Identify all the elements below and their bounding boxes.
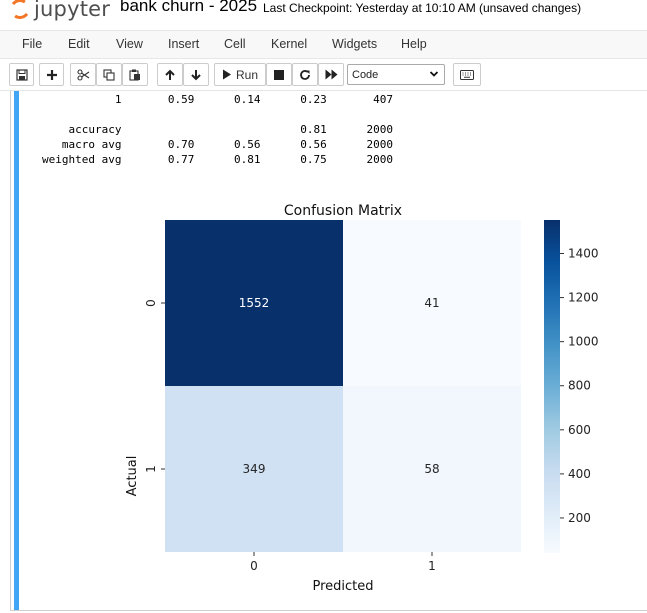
arrow-up-icon — [165, 69, 175, 80]
cell-bottom-border — [10, 610, 647, 611]
stop-icon — [274, 69, 284, 80]
keyboard-icon — [460, 69, 474, 80]
y-axis-ticks: 01 — [144, 299, 165, 473]
colorbar-tick-label: 1200 — [568, 291, 599, 305]
x-tick-label: 0 — [250, 559, 258, 573]
cell-value-label: 349 — [243, 462, 266, 476]
y-axis-label: Actual — [125, 456, 140, 497]
run-label: Run — [236, 67, 259, 82]
notebook-toolbar: Run Code — [0, 60, 647, 90]
restart-run-all-button[interactable] — [318, 63, 344, 86]
colorbar-tick-label: 200 — [568, 511, 591, 525]
plus-icon — [46, 69, 57, 80]
fast-forward-icon — [325, 69, 337, 80]
arrow-down-icon — [191, 69, 201, 80]
notebook-container: 1 0.59 0.14 0.23 407 accuracy 0.81 2000 … — [0, 90, 647, 613]
heatmap-cells: 1552 41 349 58 — [165, 220, 521, 552]
menu-bar: File Edit View Insert Cell Kernel Widget… — [0, 30, 647, 59]
command-palette-button[interactable] — [453, 63, 481, 86]
copy-button[interactable] — [96, 63, 122, 86]
paste-button[interactable] — [122, 63, 148, 86]
colorbar-tick-label: 400 — [568, 467, 591, 481]
menu-cell[interactable]: Cell — [224, 37, 246, 51]
copy-icon — [103, 68, 115, 81]
jupyter-logo-icon — [8, 0, 32, 21]
save-button[interactable] — [9, 63, 34, 86]
cell-value-label: 58 — [424, 462, 439, 476]
menu-widgets[interactable]: Widgets — [332, 37, 378, 51]
menu-file[interactable]: File — [22, 37, 43, 51]
menu-kernel[interactable]: Kernel — [271, 37, 308, 51]
restart-button[interactable] — [292, 63, 318, 86]
jupyter-logo[interactable]: jupyter — [8, 0, 111, 24]
colorbar-tick-label: 1400 — [568, 246, 599, 260]
save-icon — [15, 68, 28, 81]
move-down-button[interactable] — [183, 63, 209, 86]
restart-icon — [300, 69, 310, 80]
cell-value-label: 41 — [424, 296, 439, 310]
heatmap-cell — [165, 220, 343, 386]
cell-left-border — [10, 91, 11, 610]
notebook-title[interactable]: bank churn - 2025 — [120, 0, 258, 15]
cut-icon — [76, 68, 89, 81]
x-axis-label: Predicted — [312, 579, 373, 594]
report-row-macro-avg: macro avg 0.70 0.56 0.56 2000 — [42, 138, 393, 151]
menu-view[interactable]: View — [116, 37, 143, 51]
colorbar-tick-label: 600 — [568, 423, 591, 437]
chart-title: Confusion Matrix — [284, 203, 402, 219]
report-row-accuracy: accuracy 0.81 2000 — [42, 123, 393, 136]
colorbar — [544, 220, 560, 553]
move-up-button[interactable] — [157, 63, 183, 86]
logo-wordmark: jupyter — [34, 0, 111, 21]
notebook-header: jupyter bank churn - 2025 Last Checkpoin… — [0, 0, 647, 28]
run-icon — [223, 69, 231, 80]
y-tick-label: 1 — [144, 465, 158, 473]
x-tick-label: 1 — [428, 559, 436, 573]
report-row-class-1: 1 0.59 0.14 0.23 407 — [42, 93, 393, 106]
heatmap-cell — [343, 220, 521, 386]
colorbar-tick-label: 1000 — [568, 335, 599, 349]
heatmap-cell — [343, 386, 521, 552]
insert-cell-button[interactable] — [39, 63, 64, 86]
report-row-weighted-avg: weighted avg 0.77 0.81 0.75 2000 — [42, 153, 393, 166]
interrupt-button[interactable] — [266, 63, 292, 86]
cell-type-select[interactable]: Code — [347, 64, 445, 85]
y-tick-label: 0 — [144, 299, 158, 307]
chevron-down-icon — [429, 71, 439, 77]
selected-cell-indicator — [14, 91, 19, 610]
menu-help[interactable]: Help — [401, 37, 427, 51]
heatmap-cell — [165, 386, 343, 552]
menu-insert[interactable]: Insert — [168, 37, 200, 51]
colorbar-ticks: 200 400 600 800 1000 1200 1400 — [560, 246, 599, 525]
checkpoint-status: Last Checkpoint: Yesterday at 10:10 AM — [263, 1, 476, 15]
cut-button[interactable] — [70, 63, 96, 86]
run-button[interactable]: Run — [214, 63, 266, 86]
colorbar-tick-label: 800 — [568, 379, 591, 393]
cell-type-value: Code — [352, 68, 379, 81]
cell-value-label: 1552 — [239, 296, 270, 310]
menu-edit[interactable]: Edit — [68, 37, 90, 51]
save-status: (unsaved changes) — [479, 1, 582, 15]
paste-icon — [129, 69, 140, 81]
